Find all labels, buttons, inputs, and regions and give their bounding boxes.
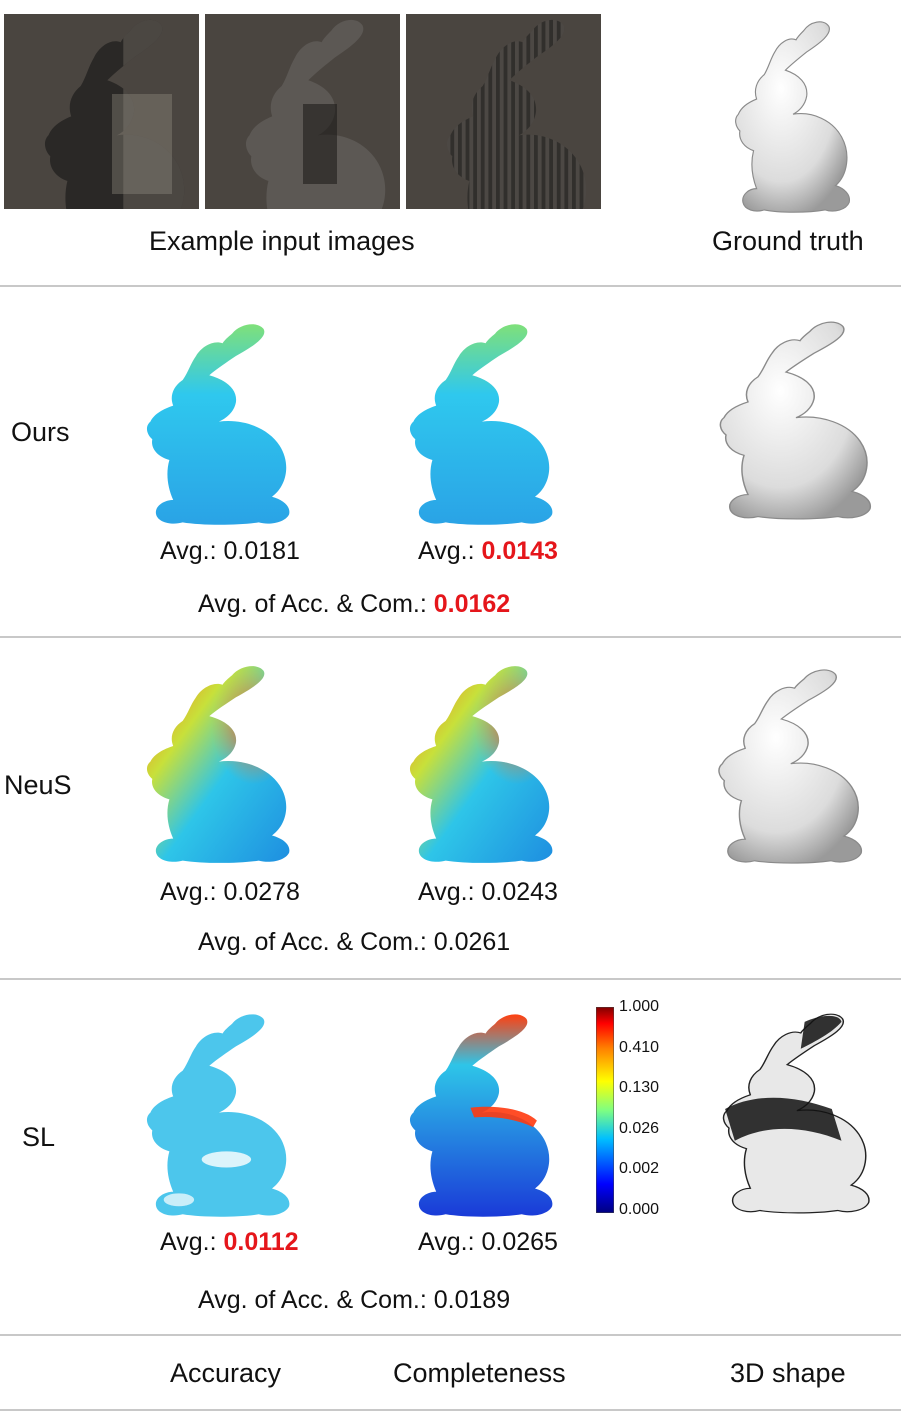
input-image-1 (4, 14, 199, 209)
shape-ours (719, 321, 872, 520)
ground-truth-caption: Ground truth (712, 226, 864, 256)
colorbar-tick: 0.000 (619, 1201, 660, 1218)
accuracy-map-sl (146, 1014, 290, 1217)
completeness-map-sl (409, 1014, 553, 1217)
method-label-sl: SL (22, 1122, 56, 1152)
column-label-accuracy: Accuracy (170, 1358, 282, 1388)
method-label-ours: Ours (11, 417, 70, 447)
completeness-avg-neus: Avg.: 0.0243 (418, 878, 558, 906)
input-image-2 (205, 14, 400, 209)
colorbar (596, 1007, 614, 1213)
colorbar-tick: 1.000 (619, 998, 660, 1015)
input-image-3 (406, 14, 601, 209)
accuracy-avg-ours: Avg.: 0.0181 (160, 537, 300, 565)
accuracy-map-neus (146, 666, 290, 863)
accuracy-map-ours (146, 324, 290, 525)
column-label-3d-shape: 3D shape (730, 1358, 846, 1388)
mean-avg-ours: Avg. of Acc. & Com.: 0.0162 (198, 590, 511, 618)
colorbar-tick: 0.130 (619, 1079, 660, 1096)
accuracy-avg-neus: Avg.: 0.0278 (160, 878, 300, 906)
divider (0, 1409, 901, 1411)
shape-sl (722, 1013, 870, 1214)
completeness-avg-ours: Avg.: 0.0143 (418, 537, 558, 565)
ground-truth-shape (735, 21, 851, 213)
divider (0, 978, 901, 980)
colorbar-tick: 0.026 (619, 1120, 660, 1137)
completeness-map-neus (409, 666, 553, 863)
completeness-map-ours (409, 324, 553, 525)
colorbar-tick: 0.002 (619, 1160, 660, 1177)
column-label-completeness: Completeness (393, 1358, 566, 1388)
mean-avg-sl: Avg. of Acc. & Com.: 0.0189 (198, 1286, 511, 1314)
mean-avg-neus: Avg. of Acc. & Com.: 0.0261 (198, 928, 511, 956)
divider (0, 636, 901, 638)
colorbar-tick: 0.410 (619, 1039, 660, 1056)
method-label-neus: NeuS (4, 770, 72, 800)
input-images-caption: Example input images (149, 226, 415, 256)
accuracy-avg-sl: Avg.: 0.0112 (160, 1228, 299, 1256)
shape-neus (718, 669, 863, 864)
completeness-avg-sl: Avg.: 0.0265 (418, 1228, 558, 1256)
divider (0, 285, 901, 287)
divider (0, 1334, 901, 1336)
